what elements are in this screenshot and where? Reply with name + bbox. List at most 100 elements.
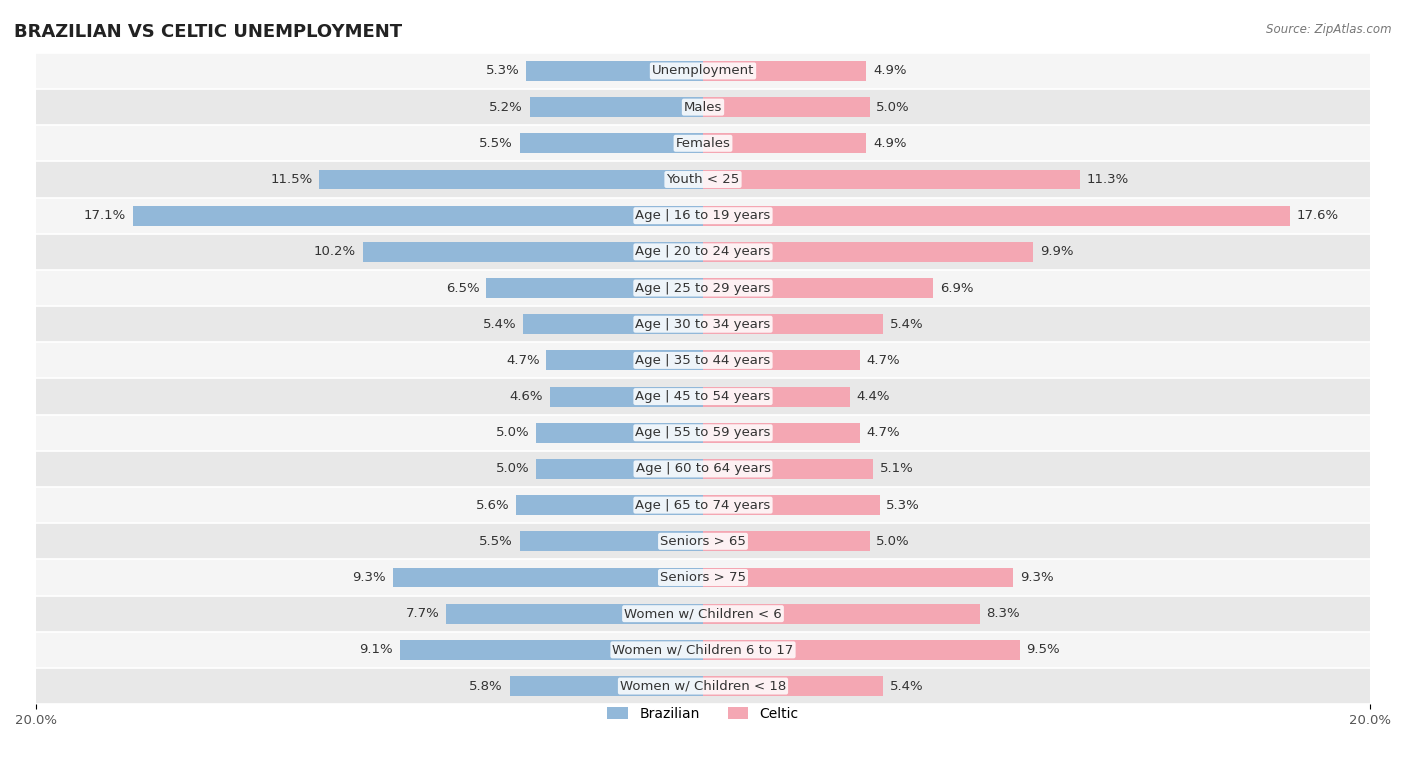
Bar (486, 278, 703, 298)
Bar (703, 278, 934, 298)
Text: Age | 20 to 24 years: Age | 20 to 24 years (636, 245, 770, 258)
Text: 5.0%: 5.0% (496, 463, 530, 475)
Bar (703, 604, 980, 624)
Bar (526, 61, 703, 81)
Text: 5.4%: 5.4% (890, 680, 924, 693)
Text: 7.7%: 7.7% (406, 607, 440, 620)
Text: Youth < 25: Youth < 25 (666, 173, 740, 186)
Bar (530, 97, 703, 117)
Text: 5.1%: 5.1% (880, 463, 914, 475)
Text: Women w/ Children < 18: Women w/ Children < 18 (620, 680, 786, 693)
Bar (703, 314, 883, 334)
Text: 5.3%: 5.3% (886, 499, 920, 512)
Text: 5.5%: 5.5% (479, 137, 513, 150)
Text: Age | 35 to 44 years: Age | 35 to 44 years (636, 354, 770, 367)
Bar (703, 350, 859, 370)
Bar (37, 415, 1369, 451)
Text: Age | 65 to 74 years: Age | 65 to 74 years (636, 499, 770, 512)
Bar (37, 161, 1369, 198)
Text: 5.4%: 5.4% (890, 318, 924, 331)
Text: Age | 30 to 34 years: Age | 30 to 34 years (636, 318, 770, 331)
Text: 5.8%: 5.8% (470, 680, 503, 693)
Text: 4.9%: 4.9% (873, 137, 907, 150)
Text: 4.7%: 4.7% (866, 426, 900, 439)
Bar (520, 133, 703, 153)
Bar (520, 531, 703, 551)
Bar (132, 206, 703, 226)
Bar (37, 487, 1369, 523)
Bar (703, 423, 859, 443)
Text: 4.4%: 4.4% (856, 390, 890, 403)
Text: BRAZILIAN VS CELTIC UNEMPLOYMENT: BRAZILIAN VS CELTIC UNEMPLOYMENT (14, 23, 402, 41)
Text: Age | 60 to 64 years: Age | 60 to 64 years (636, 463, 770, 475)
Text: Males: Males (683, 101, 723, 114)
Text: Age | 16 to 19 years: Age | 16 to 19 years (636, 209, 770, 222)
Bar (37, 559, 1369, 596)
Text: 9.3%: 9.3% (353, 571, 387, 584)
Text: Women w/ Children 6 to 17: Women w/ Children 6 to 17 (613, 643, 793, 656)
Text: Females: Females (675, 137, 731, 150)
Text: Unemployment: Unemployment (652, 64, 754, 77)
Bar (703, 568, 1014, 587)
Bar (37, 342, 1369, 378)
Bar (523, 314, 703, 334)
Bar (703, 133, 866, 153)
Text: 11.5%: 11.5% (270, 173, 312, 186)
Bar (703, 97, 870, 117)
Bar (703, 495, 880, 515)
Text: 9.9%: 9.9% (1040, 245, 1073, 258)
Bar (37, 270, 1369, 306)
Bar (37, 234, 1369, 270)
Bar (703, 206, 1289, 226)
Bar (703, 676, 883, 696)
Text: 5.5%: 5.5% (479, 534, 513, 548)
Bar (363, 242, 703, 262)
Text: Source: ZipAtlas.com: Source: ZipAtlas.com (1267, 23, 1392, 36)
Text: 9.3%: 9.3% (1019, 571, 1053, 584)
Text: Age | 45 to 54 years: Age | 45 to 54 years (636, 390, 770, 403)
Bar (516, 495, 703, 515)
Text: 5.0%: 5.0% (876, 101, 910, 114)
Text: 5.0%: 5.0% (876, 534, 910, 548)
Bar (703, 387, 849, 407)
Bar (509, 676, 703, 696)
Text: Age | 55 to 59 years: Age | 55 to 59 years (636, 426, 770, 439)
Text: 5.4%: 5.4% (482, 318, 516, 331)
Text: Age | 25 to 29 years: Age | 25 to 29 years (636, 282, 770, 294)
Bar (37, 125, 1369, 161)
Text: Seniors > 65: Seniors > 65 (659, 534, 747, 548)
Bar (37, 523, 1369, 559)
Bar (536, 459, 703, 479)
Text: 10.2%: 10.2% (314, 245, 356, 258)
Bar (37, 306, 1369, 342)
Bar (37, 198, 1369, 234)
Bar (37, 596, 1369, 632)
Bar (703, 170, 1080, 189)
Bar (37, 632, 1369, 668)
Bar (703, 61, 866, 81)
Bar (703, 242, 1033, 262)
Bar (536, 423, 703, 443)
Bar (399, 640, 703, 660)
Text: 17.1%: 17.1% (84, 209, 127, 222)
Text: 4.6%: 4.6% (509, 390, 543, 403)
Text: Seniors > 75: Seniors > 75 (659, 571, 747, 584)
Bar (392, 568, 703, 587)
Text: 6.5%: 6.5% (446, 282, 479, 294)
Bar (703, 640, 1019, 660)
Bar (703, 459, 873, 479)
Text: 4.7%: 4.7% (866, 354, 900, 367)
Text: 6.9%: 6.9% (939, 282, 973, 294)
Bar (37, 451, 1369, 487)
Bar (37, 89, 1369, 125)
Bar (319, 170, 703, 189)
Text: 5.0%: 5.0% (496, 426, 530, 439)
Text: 4.7%: 4.7% (506, 354, 540, 367)
Text: 11.3%: 11.3% (1087, 173, 1129, 186)
Text: 4.9%: 4.9% (873, 64, 907, 77)
Text: 8.3%: 8.3% (987, 607, 1021, 620)
Text: Women w/ Children < 6: Women w/ Children < 6 (624, 607, 782, 620)
Bar (550, 387, 703, 407)
Text: 9.5%: 9.5% (1026, 643, 1060, 656)
Text: 9.1%: 9.1% (359, 643, 392, 656)
